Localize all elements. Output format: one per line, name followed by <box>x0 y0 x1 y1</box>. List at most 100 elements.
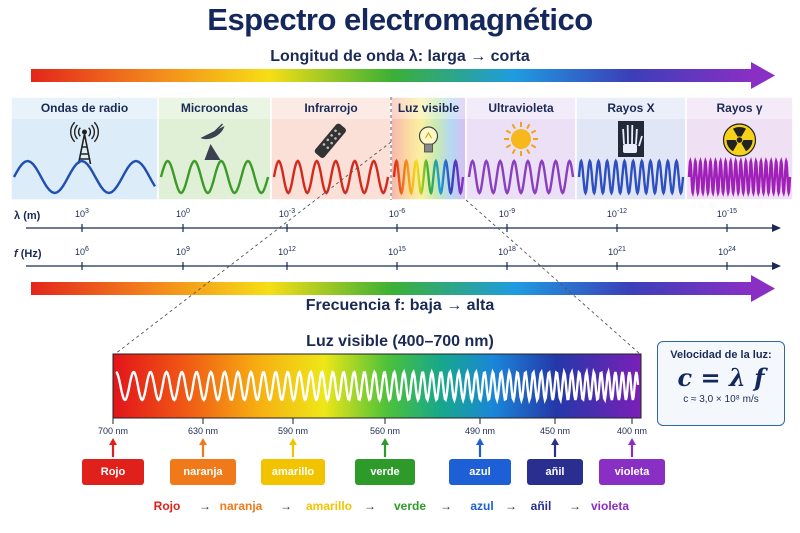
frequency-symbol: f <box>14 248 18 260</box>
wl-tick-exp-4: -9 <box>508 208 516 215</box>
wavelength-arrow-label: Longitud de onda λ: larga → corta <box>270 48 530 65</box>
color-arrowhead-0 <box>109 438 117 445</box>
radio-tower-icon <box>70 121 99 165</box>
band-wave-6 <box>687 156 792 198</box>
formula-box: Velocidad de la luz: c = λ f c ≈ 3,0 × 1… <box>657 341 785 426</box>
wl-tick-base-1: 10 <box>176 209 187 219</box>
sequence-color-4: azul <box>470 499 494 513</box>
wl-tick-exp-6: -15 <box>726 208 738 215</box>
f-tick-exp-1: 9 <box>186 246 190 253</box>
sequence-arrow-5: → <box>569 499 581 513</box>
band-wave-0 <box>12 159 157 195</box>
page-title: Espectro electromagnético <box>207 2 593 37</box>
f-tick-label-6: 1024 <box>718 246 736 257</box>
band-wave-1 <box>159 159 270 195</box>
light-bulb-icon <box>418 126 439 153</box>
f-tick-exp-3: 15 <box>398 246 406 253</box>
color-arrowhead-1 <box>199 438 207 445</box>
wl-tick-base-0: 10 <box>75 209 86 219</box>
band-header-0 <box>11 97 158 119</box>
color-arrowhead-6 <box>628 438 636 445</box>
frequency-unit: (Hz) <box>20 248 42 260</box>
satellite-dish-icon <box>200 123 225 160</box>
visible-spectrum <box>112 353 642 424</box>
wl-tick-base-2: 10 <box>278 209 289 219</box>
color-box-1: naranja <box>170 459 236 485</box>
formula-equation: c = λ f <box>677 363 765 392</box>
band-header-1 <box>158 97 271 119</box>
f-tick-base-6: 10 <box>718 247 729 257</box>
band-icons <box>70 121 757 165</box>
visible-wavelength-3: 560 nm <box>369 426 401 436</box>
wl-tick-base-5: 10 <box>606 209 617 219</box>
color-box-0: Rojo <box>82 459 144 485</box>
color-arrowhead-3 <box>381 438 389 445</box>
radiation-icon <box>722 123 757 157</box>
band-label-6: Rayos γ <box>716 101 763 115</box>
wavelength-symbol: λ <box>14 210 21 222</box>
wl-tick-label-4: 10-9 <box>499 208 515 219</box>
band-waves <box>12 156 792 198</box>
band-label-1: Microondas <box>180 101 249 115</box>
sequence-color-1: naranja <box>219 499 263 513</box>
sequence-arrow-2: → <box>364 499 376 513</box>
color-arrowhead-4 <box>476 438 484 445</box>
visible-wavelength-0: 700 nm <box>97 426 129 436</box>
f-tick-exp-2: 12 <box>288 246 296 253</box>
sequence-arrow-1: → <box>280 499 292 513</box>
sequence-arrow-3: → <box>440 499 452 513</box>
color-box-3: verde <box>355 459 415 485</box>
sequence-arrow-4: → <box>505 499 517 513</box>
sequence-color-0: Rojo <box>153 499 181 513</box>
wavelength-axis-label: λ (m) <box>14 210 40 222</box>
wl-tick-label-3: 10-6 <box>389 208 405 219</box>
band-wave-4 <box>467 159 575 195</box>
color-box-6: violeta <box>599 459 665 485</box>
band-header-3 <box>391 97 466 119</box>
visible-wavelength-5: 450 nm <box>539 426 571 436</box>
visible-light-title: Luz visible (400–700 nm) <box>306 333 494 350</box>
wl-tick-exp-3: -6 <box>398 208 406 215</box>
wl-tick-label-2: 10-3 <box>279 208 295 219</box>
f-tick-base-2: 10 <box>278 247 289 257</box>
f-tick-base-1: 10 <box>176 247 187 257</box>
wl-tick-label-6: 10-15 <box>717 208 737 219</box>
f-tick-label-2: 1012 <box>278 246 296 257</box>
wavelength-axis <box>26 224 781 232</box>
remote-control-icon <box>314 123 346 158</box>
sun-icon <box>504 122 538 156</box>
frequency-axis <box>26 262 781 270</box>
f-tick-label-0: 106 <box>75 246 89 257</box>
sequence-color-2: amarillo <box>305 499 353 513</box>
visible-wavelength-6: 400 nm <box>616 426 648 436</box>
band-label-5: Rayos X <box>607 101 655 115</box>
f-tick-label-3: 1015 <box>388 246 406 257</box>
wl-tick-label-0: 103 <box>75 208 89 219</box>
sequence-color-6: violeta <box>590 499 630 513</box>
wavelength-arrow <box>31 62 775 89</box>
wl-tick-exp-5: -12 <box>616 208 628 215</box>
band-header-2 <box>271 97 391 119</box>
band-header-6 <box>686 97 793 119</box>
f-tick-base-4: 10 <box>498 247 509 257</box>
wl-tick-base-3: 10 <box>388 209 399 219</box>
color-arrowhead-5 <box>551 438 559 445</box>
band-label-2: Infrarrojo <box>304 101 358 115</box>
color-arrowhead-2 <box>289 438 297 445</box>
wl-tick-base-6: 10 <box>716 209 727 219</box>
band-wave-5 <box>577 158 685 196</box>
frequency-axis-label: f (Hz) <box>14 248 42 260</box>
color-box-5: añil <box>527 459 583 485</box>
sequence-arrow-0: → <box>199 499 211 513</box>
xray-hand-icon <box>618 121 644 157</box>
color-arrows <box>109 438 636 457</box>
wl-tick-base-4: 10 <box>498 209 509 219</box>
f-tick-base-0: 10 <box>75 247 86 257</box>
f-tick-exp-4: 18 <box>508 246 516 253</box>
zoom-lines <box>114 97 641 355</box>
f-tick-exp-5: 21 <box>618 246 626 253</box>
band-label-0: Ondas de radio <box>40 101 129 115</box>
visible-wavelength-4: 490 nm <box>464 426 496 436</box>
frequency-arrow <box>31 275 775 302</box>
f-tick-base-5: 10 <box>608 247 619 257</box>
